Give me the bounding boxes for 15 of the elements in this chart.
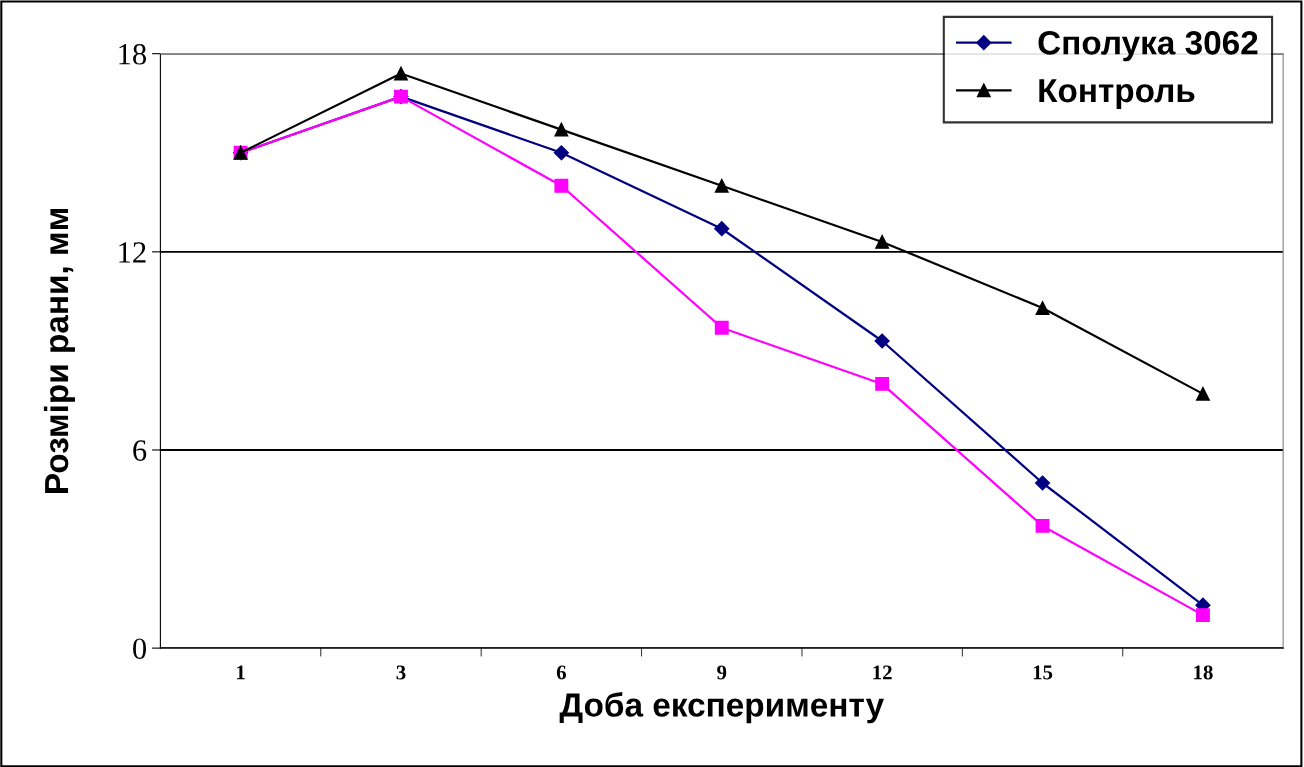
x-tick-label: 3	[396, 665, 406, 680]
y-tick-label: 6	[133, 440, 147, 461]
y-axis-title: Розміри рани, мм	[43, 209, 75, 493]
x-tick-label: 12	[873, 665, 892, 680]
x-tick-label: 18	[1194, 665, 1213, 680]
y-tick-label: 12	[119, 242, 146, 263]
legend-label: Контроль	[1039, 79, 1195, 109]
legend-label: Сполука 3062	[1038, 31, 1258, 62]
x-tick-label: 15	[1033, 665, 1053, 680]
y-tick-label: 0	[133, 638, 147, 660]
y-tick-label: 18	[119, 43, 147, 65]
x-axis-title: Доба експерименту	[559, 692, 884, 724]
x-tick-label: 6	[556, 665, 566, 680]
x-tick-label: 9	[717, 665, 727, 680]
x-tick-label: 1	[237, 665, 245, 680]
